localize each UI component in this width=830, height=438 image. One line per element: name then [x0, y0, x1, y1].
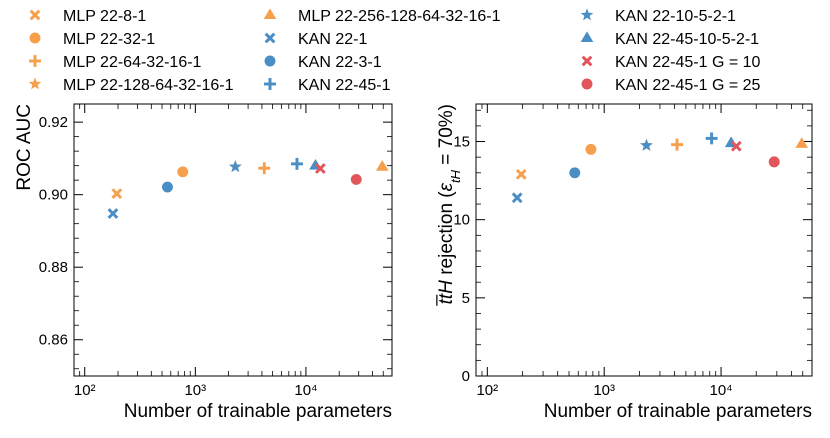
legend-item-kan-22-45-1-g-25: KAN 22-45-1 G = 25 — [581, 77, 761, 94]
data-point-mlp-22-64-32-16-1 — [258, 162, 271, 175]
legend-label: KAN 22-45-1 G = 25 — [615, 77, 761, 94]
legend: MLP 22-8-1 MLP 22-32-1 MLP 22-64-32-16-1 ML… — [28, 8, 761, 94]
legend-item-mlp-22-128-64-32-16-1: MLP 22-128-64-32-16-1 — [28, 77, 234, 94]
legend-marker — [264, 32, 276, 44]
data-point-kan-22-45-1 — [291, 157, 303, 170]
data-point-mlp-22-32-1 — [585, 143, 597, 155]
legend-label: KAN 22-45-1 — [298, 77, 391, 94]
legend-item-kan-22-45-1-g-10: KAN 22-45-1 G = 10 — [581, 54, 761, 71]
legend-item-kan-22-45-10-5-2-1: KAN 22-45-10-5-2-1 — [580, 31, 759, 48]
data-point-mlp-22-32-1 — [177, 166, 189, 178]
y-axis-label: t̅tH rejection (εtH = 70%) — [436, 104, 463, 306]
roc-auc-panel: 10² 10³ 10⁴ 0.86 0.88 0.90 0.92 Number of train… — [14, 103, 393, 422]
y-tick-label: 0 — [462, 368, 470, 385]
legend-label: MLP 22-128-64-32-16-1 — [63, 77, 234, 94]
data-point-mlp-22-64-32-16-1 — [671, 138, 683, 151]
legend-marker — [29, 32, 41, 44]
legend-marker — [581, 78, 593, 90]
data-point-kan-22-45-1-g-10 — [730, 140, 742, 152]
legend-label: KAN 22-1 — [298, 31, 367, 48]
y-axis-label: ROC AUC — [14, 104, 35, 191]
x-tick-label: 10³ — [184, 382, 206, 399]
x-tick-label: 10² — [74, 382, 96, 399]
legend-item-kan-22-10-5-2-1: KAN 22-10-5-2-1 — [580, 8, 736, 25]
y-tick-label: 0.92 — [39, 114, 68, 131]
legend-label: KAN 22-3-1 — [298, 54, 382, 71]
x-tick-label: 10⁴ — [709, 382, 732, 399]
legend-label: MLP 22-64-32-16-1 — [63, 54, 202, 71]
legend-item-kan-22-1: KAN 22-1 — [264, 31, 367, 48]
legend-marker — [29, 9, 41, 21]
legend-marker — [28, 77, 42, 90]
data-point-mlp-22-256-128-64-32-16-1 — [375, 160, 389, 171]
legend-marker — [580, 8, 594, 21]
tth-rejection-panel: 10² 10³ 10⁴ 0 5 10 15 Number of trainable param… — [436, 103, 813, 422]
plot-frame — [475, 103, 813, 377]
y-tick-label: 0.90 — [39, 187, 68, 204]
x-tick-label: 10³ — [593, 382, 615, 399]
data-point-kan-22-45-1 — [705, 132, 718, 145]
legend-marker — [29, 55, 41, 67]
legend-item-mlp-22-256-128-64-32-16-1: MLP 22-256-128-64-32-16-1 — [263, 8, 501, 25]
legend-item-mlp-22-8-1: MLP 22-8-1 — [29, 8, 146, 25]
data-point-kan-22-10-5-2-1 — [229, 160, 242, 173]
x-tick-label: 10² — [476, 382, 498, 399]
legend-marker — [581, 55, 593, 67]
legend-label: KAN 22-45-1 G = 10 — [615, 54, 761, 71]
y-tick-label: 5 — [462, 290, 470, 307]
legend-label: KAN 22-45-10-5-2-1 — [615, 31, 759, 48]
data-point-kan-22-45-1-g-25 — [768, 156, 780, 168]
legend-item-kan-22-3-1: KAN 22-3-1 — [264, 54, 382, 71]
legend-item-mlp-22-64-32-16-1: MLP 22-64-32-16-1 — [29, 54, 202, 71]
data-point-kan-22-1 — [511, 192, 523, 204]
y-tick-label: 0.86 — [39, 332, 68, 349]
data-point-mlp-22-8-1 — [111, 188, 123, 199]
data-point-kan-22-3-1 — [569, 167, 581, 179]
plot-frame — [73, 103, 393, 377]
y-tick-label: 10 — [453, 212, 470, 229]
x-axis-label: Number of trainable parameters — [124, 401, 392, 422]
data-point-kan-22-1 — [107, 208, 119, 219]
legend-marker — [264, 55, 276, 67]
legend-label: MLP 22-8-1 — [63, 8, 146, 25]
legend-marker — [580, 31, 594, 42]
legend-item-mlp-22-32-1: MLP 22-32-1 — [29, 31, 155, 48]
data-point-mlp-22-256-128-64-32-16-1 — [795, 137, 809, 148]
legend-label: MLP 22-256-128-64-32-16-1 — [298, 8, 501, 25]
y-tick-label: 15 — [453, 134, 470, 151]
data-point-kan-22-45-1-g-10 — [314, 163, 326, 174]
data-point-kan-22-45-1-g-25 — [350, 173, 362, 185]
data-point-kan-22-10-5-2-1 — [640, 138, 653, 151]
legend-marker — [264, 78, 276, 90]
x-tick-label: 10⁴ — [294, 382, 317, 399]
legend-label: MLP 22-32-1 — [63, 31, 155, 48]
legend-item-kan-22-45-1: KAN 22-45-1 — [264, 77, 391, 94]
legend-label: KAN 22-10-5-2-1 — [615, 8, 736, 25]
legend-marker — [263, 8, 277, 19]
x-axis-label: Number of trainable parameters — [544, 401, 812, 422]
y-tick-label: 0.88 — [39, 259, 68, 276]
data-point-mlp-22-8-1 — [515, 168, 527, 180]
data-point-kan-22-3-1 — [162, 181, 173, 193]
